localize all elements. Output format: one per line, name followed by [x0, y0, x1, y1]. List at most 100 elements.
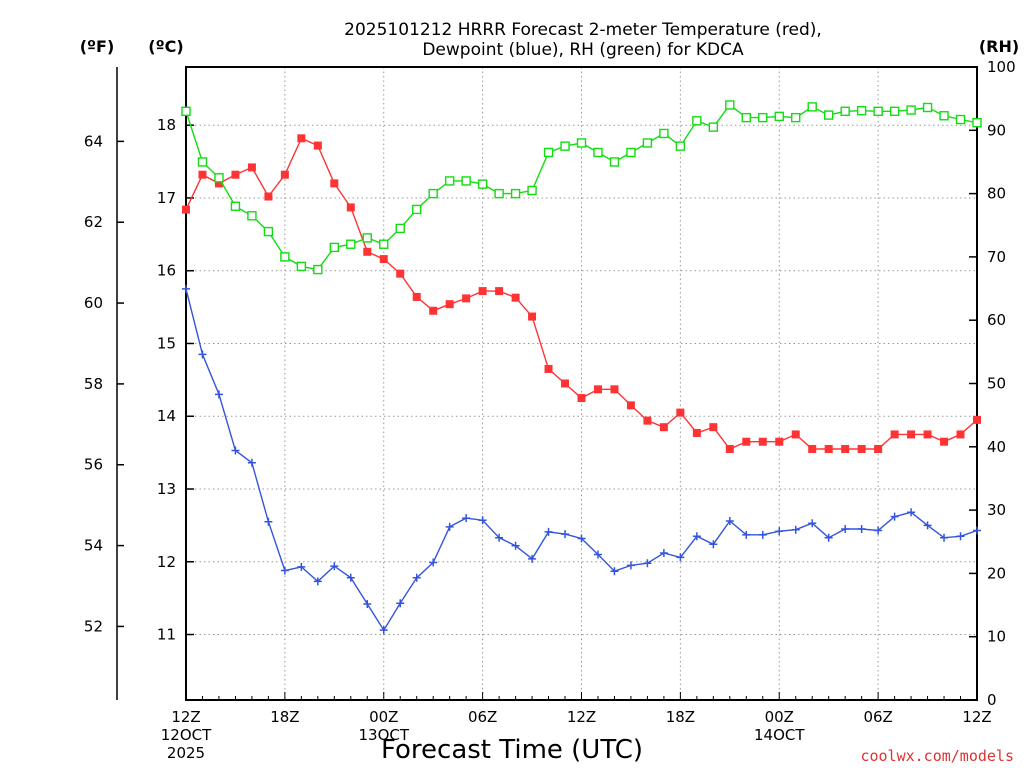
- temperature-point: [874, 444, 883, 453]
- rh-point: [922, 102, 933, 113]
- fahrenheit-tick-label: 62: [84, 213, 103, 231]
- temperature-point: [643, 416, 652, 425]
- rh-point: [362, 233, 372, 243]
- temperature-point: [956, 430, 965, 439]
- rh-tick-label: 30: [987, 501, 1006, 519]
- time-tick-label: 12Z: [962, 708, 991, 726]
- rh-point: [280, 252, 290, 262]
- rh-point: [543, 147, 554, 158]
- rh-point: [395, 223, 405, 234]
- dewpoint-point: [923, 521, 932, 530]
- temperature-point: [544, 364, 553, 373]
- credit-text: coolwx.com/models: [860, 747, 1014, 765]
- dewpoint-point: [808, 519, 817, 528]
- dewpoint-point: [775, 527, 784, 536]
- rh-series: [181, 100, 982, 275]
- rh-point: [461, 176, 471, 186]
- time-tick-label: 2025: [167, 744, 205, 762]
- rh-point: [593, 147, 603, 158]
- fahrenheit-tick-label: 56: [84, 456, 103, 474]
- dewpoint-point: [412, 573, 421, 582]
- rh-point: [774, 111, 784, 122]
- dewpoint-point: [841, 525, 850, 534]
- temperature-point: [758, 437, 767, 446]
- rh-point: [494, 188, 504, 199]
- rh-point: [708, 122, 719, 132]
- dewpoint-point: [890, 512, 899, 521]
- celsius-unit-label: (ºC): [148, 37, 183, 56]
- dewpoint-point: [363, 599, 372, 608]
- rh-point: [346, 239, 356, 249]
- rh-point: [214, 173, 224, 183]
- chart-title-line-2: Dewpoint (blue), RH (green) for KDCA: [422, 40, 744, 60]
- dewpoint-point: [214, 390, 223, 399]
- rh-point: [626, 147, 636, 158]
- dewpoint-point: [973, 526, 981, 535]
- temperature-point: [214, 179, 223, 188]
- rh-point: [758, 112, 768, 123]
- rh-tick-label: 10: [987, 628, 1006, 646]
- dewpoint-point: [231, 446, 240, 455]
- temperature-point: [313, 141, 322, 150]
- temperature-point: [297, 134, 306, 143]
- rh-point: [972, 118, 982, 128]
- rh-point: [856, 105, 867, 116]
- celsius-tick-label: 11: [157, 626, 176, 644]
- dewpoint-point: [692, 532, 701, 541]
- temperature-point: [429, 306, 438, 315]
- rh-point: [725, 100, 735, 110]
- dewpoint-point: [709, 540, 718, 549]
- time-tick-label: 06Z: [863, 708, 892, 726]
- rh-unit-label: (RH): [979, 37, 1019, 56]
- time-tick-label: 12OCT: [161, 726, 212, 744]
- temperature-point: [511, 293, 520, 302]
- temperature-point: [659, 423, 668, 432]
- temperature-point: [808, 444, 817, 453]
- temperature-series: [182, 134, 981, 453]
- rh-point: [840, 106, 850, 117]
- rh-point: [576, 138, 587, 148]
- rh-point: [889, 106, 900, 117]
- rh-point: [675, 141, 686, 151]
- time-tick-label: 00Z: [765, 708, 794, 726]
- time-tick-label: 13OCT: [358, 726, 409, 744]
- temperature-point: [346, 203, 355, 212]
- rh-tick-label: 70: [987, 248, 1006, 266]
- dewpoint-point: [379, 626, 388, 635]
- rh-point: [313, 264, 323, 275]
- rh-point: [741, 112, 751, 123]
- dewpoint-point: [198, 350, 207, 359]
- temperature-point: [923, 430, 932, 439]
- rh-tick-label: 50: [987, 375, 1006, 393]
- temperature-point: [725, 444, 734, 453]
- rh-tick-label: 0: [987, 691, 997, 709]
- dewpoint-point: [182, 284, 190, 293]
- fahrenheit-tick-label: 64: [84, 132, 103, 150]
- rh-point: [197, 157, 208, 167]
- temperature-point: [264, 192, 273, 201]
- rh-point: [659, 128, 669, 139]
- rh-point: [247, 211, 257, 221]
- celsius-axis: 11 12 13 14 15 16 17 18: [157, 116, 194, 644]
- temperature-point: [396, 269, 405, 278]
- dewpoint-point: [593, 550, 602, 559]
- temperature-point: [561, 379, 570, 388]
- time-tick-label: 18Z: [666, 708, 695, 726]
- fahrenheit-tick-label: 60: [84, 294, 103, 312]
- temperature-point: [462, 294, 471, 303]
- time-tick-label: 12Z: [567, 708, 596, 726]
- temperature-point: [445, 300, 454, 309]
- temperature-point: [330, 179, 339, 188]
- rh-point: [428, 188, 438, 199]
- rh-point: [609, 157, 620, 167]
- dewpoint-point: [511, 541, 520, 550]
- temperature-point: [231, 170, 240, 179]
- dewpoint-point: [445, 522, 454, 531]
- temperature-point: [742, 437, 751, 446]
- temperature-point: [182, 205, 190, 214]
- dewpoint-point: [346, 573, 355, 582]
- celsius-tick-label: 18: [157, 116, 176, 134]
- dewpoint-point: [956, 532, 965, 541]
- dewpoint-point: [561, 530, 570, 539]
